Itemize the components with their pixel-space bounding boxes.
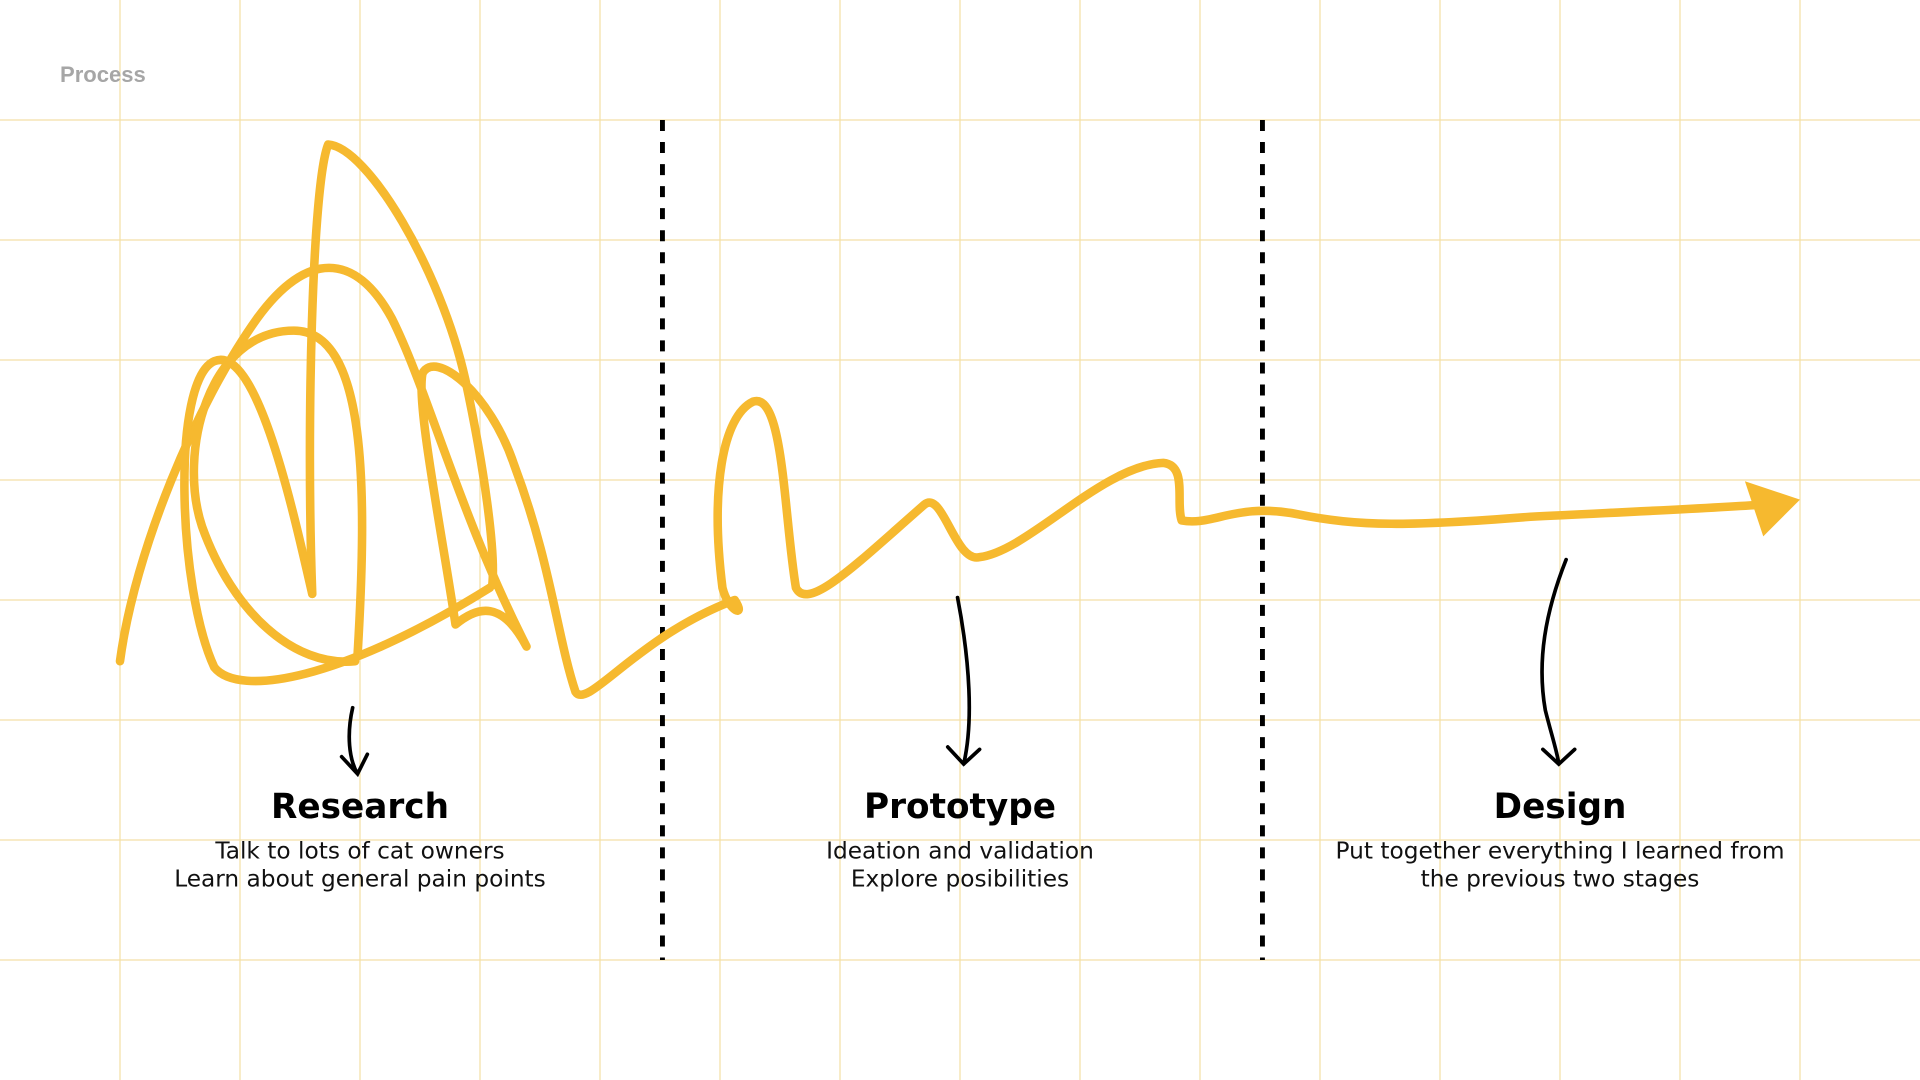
scribble-loop (180, 355, 495, 686)
stage-description: Explore posibilities (851, 866, 1069, 893)
stages: Research Talk to lots of cat ownersLearn … (174, 787, 1784, 893)
stage-description: Ideation and validation (826, 837, 1094, 864)
scribble-line (115, 263, 1768, 699)
pointer-arrow (1540, 557, 1577, 767)
stage-description: Learn about general pain points (174, 866, 546, 893)
header-title: Process (60, 62, 146, 87)
stage-description: Put together everything I learned from (1336, 837, 1785, 864)
scribble-loop (305, 140, 498, 599)
pointers (339, 557, 1577, 778)
dividers (660, 120, 1265, 960)
stage-title: Research (271, 787, 449, 827)
pointer-arrow (339, 705, 370, 778)
scribble-loop (189, 326, 367, 666)
stage-description: the previous two stages (1421, 866, 1700, 893)
pointer-arrow (945, 595, 982, 767)
stage-title: Design (1494, 787, 1627, 827)
arrow-head (1744, 481, 1800, 537)
scribble (115, 140, 1800, 699)
stage-description: Talk to lots of cat owners (214, 837, 504, 864)
stage-title: Prototype (864, 787, 1056, 827)
